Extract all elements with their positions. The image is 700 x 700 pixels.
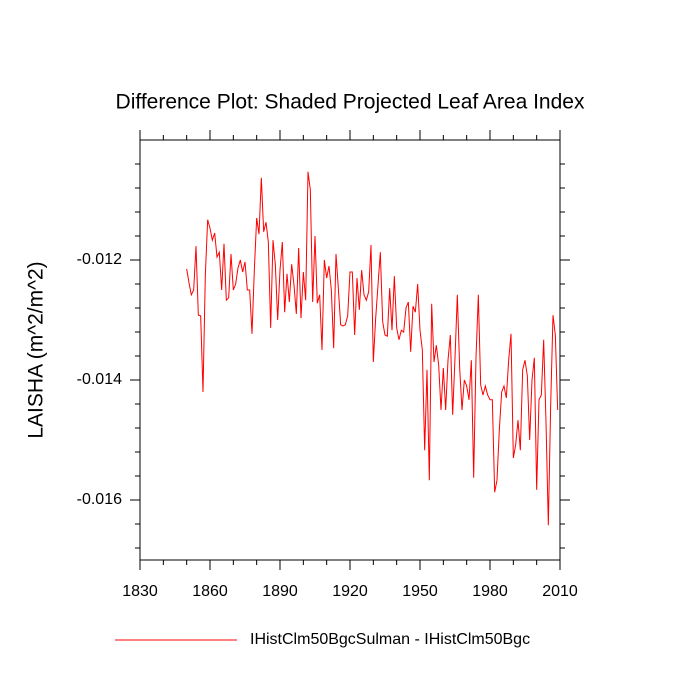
plot-frame <box>139 139 561 561</box>
x-tick-label: 1860 <box>192 583 228 600</box>
chart-title: Difference Plot: Shaded Projected Leaf A… <box>116 91 585 114</box>
x-tick-label: 1920 <box>332 583 368 600</box>
y-tick-label: -0.012 <box>77 251 122 268</box>
y-axis-label: LAISHA (m^2/m^2) <box>25 261 48 438</box>
y-tick-label: -0.014 <box>77 371 122 388</box>
x-tick-label: 1980 <box>472 583 508 600</box>
y-tick-label: -0.016 <box>77 491 122 508</box>
x-tick-label: 1950 <box>402 583 438 600</box>
legend-label: IHistClm50BgcSulman - IHistClm50Bgc <box>250 631 530 648</box>
data-line <box>186 171 559 526</box>
x-tick-label: 1830 <box>122 583 158 600</box>
x-tick-label: 1890 <box>262 583 298 600</box>
x-tick-label: 2010 <box>542 583 578 600</box>
